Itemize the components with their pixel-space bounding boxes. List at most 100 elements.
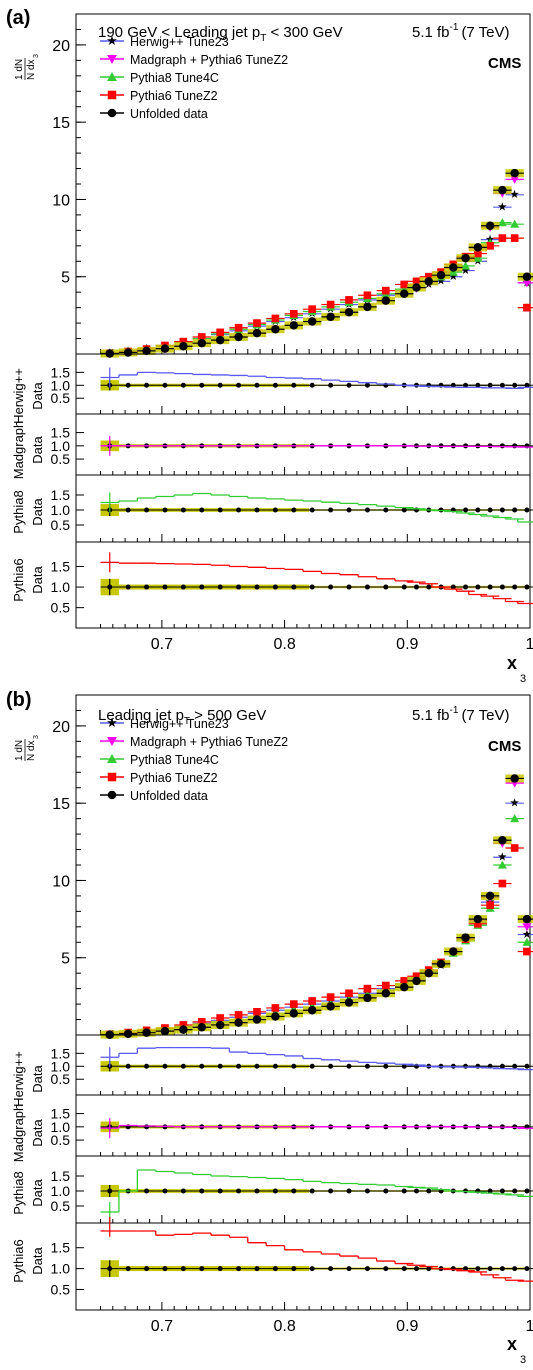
data-point [326, 300, 335, 309]
ratio-data-point [463, 1266, 469, 1272]
ratio-data-point [217, 1188, 223, 1194]
ratio-data-point [180, 382, 186, 388]
data-point [399, 982, 409, 992]
data-point: ★ [509, 188, 519, 201]
ratio-data-point [291, 507, 297, 513]
panel-b: 5101520★★★★★★★★★★★★★★★★★★★★★★★★★★★★Herwi… [51, 694, 533, 1335]
ratio-data-point [512, 1063, 518, 1069]
data-point [485, 221, 495, 230]
panel-b-text: (b) Leading jet pT > 500 GeV 5.1 fb-1 (7 … [6, 689, 526, 1366]
ratio-data-point [414, 584, 419, 590]
plot-area: 5101520★★★★★★★★★★★★★★★★★★★★★★★★★★★★Herwi… [51, 13, 533, 1335]
data-point [234, 332, 243, 342]
ratio-data-point [524, 382, 530, 388]
ratio-model-series [100, 367, 533, 390]
ratio-data-point [475, 584, 481, 590]
ratio-ytick-label: 1.5 [51, 1106, 71, 1122]
panel-b-ratio-label-0: Herwig++ [11, 1051, 26, 1107]
panel-b-ratio-frame [75, 1222, 531, 1311]
ratio-data-point [463, 1063, 469, 1069]
ratio-data-point [162, 584, 168, 590]
panel-b-xlabel-sub: 3 [520, 1354, 526, 1366]
panel-b-legend-entry: ★ Herwig++ Tune23 [100, 715, 229, 731]
data-point [424, 272, 433, 281]
ratio-ytick-label: 1.0 [51, 1183, 71, 1199]
panel-b-ratio-den-3: Data [30, 1247, 45, 1275]
ratio-data-point [236, 382, 242, 388]
data-point [510, 175, 520, 184]
ratio-data-point [272, 1266, 278, 1272]
panel-b-xtick-label: 1 [526, 1318, 533, 1335]
ratio-data-point [364, 1188, 370, 1194]
panel-a-ratio-label-3: Pythia6 [11, 558, 26, 601]
panel-b-cms-label: CMS [488, 738, 521, 755]
ratio-data-point [383, 1188, 389, 1194]
data-point [424, 277, 434, 286]
panel-a-xtick-label: 0.8 [273, 636, 295, 653]
ratio-data-point [364, 1266, 370, 1272]
ratio-data-point [309, 1188, 315, 1194]
panel-a-lumi: 5.1 fb-1 (7 TeV) [412, 22, 510, 41]
ratio-ytick-label: 0.5 [51, 600, 71, 616]
data-point [498, 185, 507, 195]
ratio-data-point [144, 1124, 150, 1130]
ratio-data-point [199, 1188, 205, 1194]
ratio-data-point [328, 1063, 334, 1069]
ratio-ytick-label: 1.0 [51, 1119, 71, 1135]
panel-a-cms-label: CMS [488, 55, 521, 72]
ratio-data-point [499, 1188, 505, 1194]
ratio-data-point [125, 1266, 131, 1272]
ratio-data-point [346, 584, 352, 590]
panel-a-ylabel-num: 1 dN [14, 59, 25, 80]
panel-b-yaxis-label: 1 dN N dx 3 [14, 735, 40, 761]
ratio-data-point [162, 1063, 168, 1069]
ratio-data-point [487, 584, 493, 590]
panel-b-xlabel: x [507, 1334, 517, 1354]
data-point: ★ [448, 270, 458, 283]
data-point [400, 977, 409, 985]
data-point [510, 219, 520, 228]
data-point [271, 314, 280, 323]
panel-a-ratio-label-2: Pythia8 [11, 490, 26, 533]
ratio-data-point [254, 1188, 260, 1194]
data-point [234, 1018, 243, 1027]
panel-a-xtick-label: 0.7 [151, 636, 173, 653]
data-point [197, 333, 206, 341]
ratio-data-point [144, 507, 150, 513]
ratio-data-point [125, 382, 131, 388]
data-point: ★ [460, 264, 470, 277]
data-point [142, 346, 151, 356]
data-point [363, 302, 372, 312]
panel-b-ratio-label-3: Pythia6 [11, 1239, 26, 1282]
panel-a-text: (a) 190 GeV < Leading jet pT < 300 GeV 5… [6, 7, 526, 685]
ratio-data-point [309, 1266, 315, 1272]
ratio-data-point [144, 1063, 150, 1069]
ratio-ytick-label: 0.5 [51, 517, 71, 533]
ratio-ytick-label: 1.5 [51, 1168, 71, 1184]
data-point [234, 1011, 243, 1019]
ratio-data-point [383, 584, 389, 590]
panel-a-label: (a) [6, 7, 30, 29]
ratio-data-point [426, 584, 432, 590]
legend-label: Pythia6 TuneZ2 [130, 89, 218, 103]
ratio-ytick-label: 0.5 [51, 1071, 71, 1087]
ratio-data-point [487, 1188, 493, 1194]
panel-a-ratio-den-3: Data [30, 566, 45, 594]
data-point [179, 342, 188, 351]
data-point [510, 774, 519, 783]
ratio-data-point [512, 1266, 518, 1272]
data-point [289, 309, 298, 318]
ratio-data-point [401, 1266, 407, 1272]
panel-a-ratio-den-2: Data [30, 498, 45, 526]
ratio-data-point [450, 584, 456, 590]
data-point [326, 993, 335, 1001]
data-point [215, 1020, 225, 1030]
panel-a-legend-entry: Pythia8 Tune4C [100, 71, 219, 85]
data-point [307, 1006, 317, 1015]
ratio-data-point [272, 382, 278, 388]
panel-b-ylabel-sub: 3 [33, 735, 40, 739]
data-point [461, 253, 470, 263]
data-point [271, 1012, 280, 1021]
data-point [271, 1004, 280, 1012]
ratio-data-point [254, 1063, 260, 1069]
